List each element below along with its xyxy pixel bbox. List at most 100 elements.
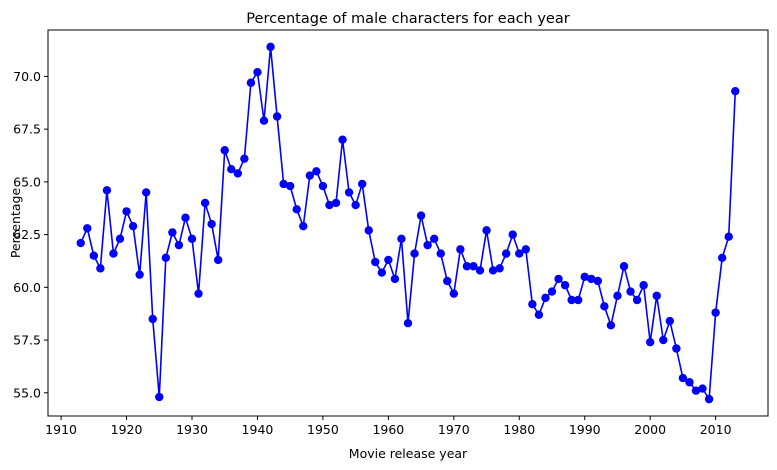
data-point <box>200 198 210 208</box>
data-point <box>554 274 563 284</box>
data-point <box>351 200 360 210</box>
y-tick-label: 57.5 <box>13 333 41 348</box>
data-point <box>731 86 740 96</box>
data-point <box>482 226 491 235</box>
y-axis-label: Percentage <box>8 188 23 259</box>
data-point <box>515 249 524 258</box>
data-point <box>384 255 393 265</box>
data-point <box>593 276 603 286</box>
data-point <box>619 262 629 271</box>
y-tick-label: 55.0 <box>13 385 41 400</box>
data-point <box>429 234 439 244</box>
data-point <box>678 373 688 383</box>
data-point <box>194 289 203 298</box>
data-point <box>508 230 517 239</box>
data-point <box>174 240 184 250</box>
data-point <box>456 245 465 254</box>
data-point <box>338 135 347 144</box>
data-point <box>488 266 498 275</box>
data-point <box>501 249 511 258</box>
data-point <box>364 226 373 235</box>
data-point <box>253 67 262 77</box>
data-point <box>632 295 642 305</box>
x-tick-label: 1980 <box>503 422 535 437</box>
data-point <box>325 200 334 210</box>
data-point <box>436 249 445 258</box>
data-point <box>299 221 308 231</box>
data-point <box>115 234 125 244</box>
data-point <box>312 167 321 176</box>
x-tick-label: 1920 <box>111 422 143 437</box>
plot-frame <box>47 29 769 417</box>
data-point <box>227 165 236 174</box>
data-point <box>541 293 550 303</box>
data-point <box>652 291 661 300</box>
data-point <box>685 378 694 387</box>
data-point <box>161 253 171 263</box>
data-point <box>187 234 197 244</box>
data-point <box>207 219 216 229</box>
data-point <box>344 188 354 197</box>
data-point <box>403 318 413 328</box>
data-point <box>573 295 583 305</box>
data-point <box>410 249 419 258</box>
x-tick-label: 2000 <box>634 422 666 437</box>
data-point <box>318 181 328 191</box>
data-point <box>279 179 288 189</box>
data-point <box>148 314 157 324</box>
data-point <box>659 335 668 345</box>
data-point <box>717 253 727 263</box>
data-point <box>600 302 609 311</box>
data-point <box>240 154 249 163</box>
x-tick-label: 1910 <box>45 422 77 437</box>
data-point <box>259 116 269 125</box>
data-point <box>547 287 557 296</box>
data-point <box>534 310 544 319</box>
data-point <box>76 238 85 248</box>
plot-area <box>76 42 740 404</box>
x-tick-label: 1940 <box>242 422 274 437</box>
data-point <box>521 245 531 254</box>
y-tick-label: 70.0 <box>13 69 41 84</box>
data-point <box>135 270 144 279</box>
x-axis-label: Movie release year <box>349 446 468 461</box>
data-point <box>266 42 275 52</box>
data-point <box>724 232 733 241</box>
x-tick-label: 1930 <box>176 422 208 437</box>
y-axis: 55.0 57.5 60.0 62.5 65.0 67.5 70.0 <box>13 69 48 400</box>
data-point <box>181 213 190 222</box>
data-point <box>606 321 616 330</box>
y-tick-label: 62.5 <box>13 227 41 242</box>
data-point <box>560 281 570 290</box>
y-tick-label: 67.5 <box>13 122 41 137</box>
data-point <box>613 291 622 300</box>
data-point <box>580 272 589 281</box>
data-point <box>397 234 406 244</box>
data-point <box>462 262 472 271</box>
y-tick-label: 65.0 <box>13 174 41 189</box>
x-tick-label: 2010 <box>700 422 732 437</box>
data-point <box>698 384 707 393</box>
data-point <box>495 264 504 273</box>
data-point <box>371 257 380 267</box>
data-point <box>357 179 367 189</box>
data-point <box>331 198 341 208</box>
data-point <box>528 300 537 309</box>
data-point <box>141 188 151 197</box>
data-point <box>220 146 229 155</box>
data-point <box>691 386 701 395</box>
x-tick-label: 1970 <box>438 422 470 437</box>
data-point <box>704 394 714 404</box>
data-point <box>416 211 426 220</box>
data-point <box>96 264 105 273</box>
x-tick-label: 1950 <box>307 422 339 437</box>
data-point <box>102 186 112 195</box>
data-point <box>155 392 164 402</box>
x-tick-label: 1990 <box>569 422 601 437</box>
data-point <box>305 171 315 180</box>
data-point <box>292 205 301 214</box>
data-point <box>645 337 655 347</box>
data-point <box>128 221 138 231</box>
